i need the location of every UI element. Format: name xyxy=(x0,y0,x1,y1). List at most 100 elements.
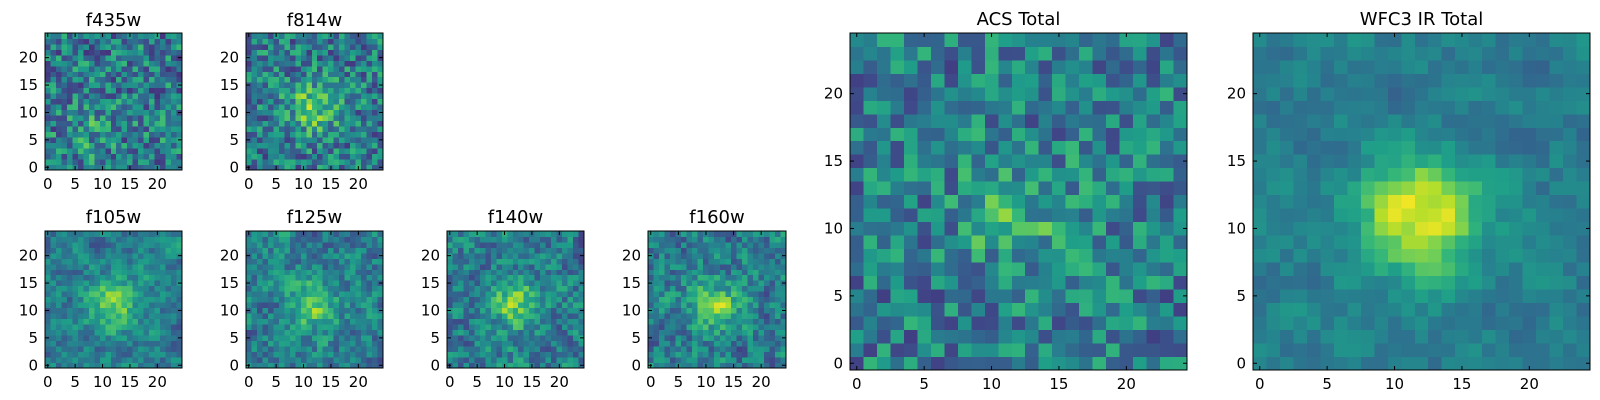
heatmap-cell xyxy=(708,318,715,325)
heatmap-cell xyxy=(88,269,95,276)
heatmap-cell xyxy=(474,285,481,292)
heatmap-cell xyxy=(944,208,959,223)
heatmap-cell xyxy=(523,241,530,248)
heatmap-cell xyxy=(273,115,280,122)
heatmap-cell xyxy=(284,98,291,105)
heatmap-cell xyxy=(1563,181,1577,196)
heatmap-cell xyxy=(295,258,302,265)
heatmap-cell xyxy=(534,335,541,341)
heatmap-cell xyxy=(110,43,117,50)
heatmap-cell xyxy=(457,329,464,336)
heatmap-cell xyxy=(72,43,79,50)
heatmap-cell xyxy=(333,109,340,116)
x-tick-label: 20 xyxy=(550,373,569,391)
heatmap-cell xyxy=(1374,208,1389,223)
heatmap-cell xyxy=(1576,235,1591,250)
heatmap-cell xyxy=(1428,248,1443,263)
heatmap-cell xyxy=(681,269,688,276)
heatmap-cell xyxy=(328,263,335,270)
heatmap-cell xyxy=(1509,262,1523,277)
heatmap-cell xyxy=(45,285,51,292)
heatmap-cell xyxy=(1536,343,1550,357)
heatmap-cell xyxy=(251,351,258,358)
heatmap-cell xyxy=(708,362,715,369)
heatmap-cell xyxy=(1387,181,1402,196)
heatmap-cell xyxy=(930,59,945,74)
heatmap-cell xyxy=(339,33,346,39)
heatmap-cell xyxy=(361,153,367,160)
heatmap-cell xyxy=(110,351,117,358)
y-tick-label: 10 xyxy=(622,301,641,319)
heatmap-cell xyxy=(518,324,525,331)
heatmap-cell xyxy=(154,98,161,105)
heatmap-cell xyxy=(578,285,585,292)
heatmap-cell xyxy=(138,274,145,281)
heatmap-cell xyxy=(1119,302,1134,317)
heatmap-cell xyxy=(1065,289,1080,303)
heatmap-cell xyxy=(160,49,166,56)
heatmap-cell xyxy=(83,120,90,127)
heatmap-cell xyxy=(490,258,497,265)
heatmap-cell xyxy=(262,93,269,100)
heatmap-cell xyxy=(121,54,128,61)
heatmap-cell xyxy=(295,43,302,50)
heatmap-cell xyxy=(1549,181,1564,196)
heatmap-cell xyxy=(50,258,57,265)
heatmap-cell xyxy=(333,313,340,320)
heatmap-cell xyxy=(719,346,726,352)
heatmap-cell xyxy=(127,313,134,320)
heatmap-cell xyxy=(344,313,351,320)
heatmap-cell xyxy=(1549,316,1564,330)
heatmap-cell xyxy=(77,302,84,309)
heatmap-cell xyxy=(769,362,776,369)
heatmap-cell xyxy=(1374,275,1389,290)
heatmap-cell xyxy=(1509,343,1523,357)
heatmap-cell xyxy=(267,33,274,39)
heatmap-cell xyxy=(110,269,117,276)
heatmap-cell xyxy=(1160,329,1174,344)
heatmap-cell xyxy=(1320,343,1335,357)
heatmap-cell xyxy=(350,291,356,298)
heatmap-cell xyxy=(863,100,878,115)
heatmap-cell xyxy=(708,231,715,237)
heatmap-cell xyxy=(708,313,715,320)
heatmap-cell xyxy=(132,346,139,352)
heatmap-cell xyxy=(317,54,324,61)
heatmap-cell xyxy=(160,38,166,45)
heatmap-cell xyxy=(984,208,999,223)
heatmap-cell xyxy=(714,263,721,270)
heatmap-cell xyxy=(719,324,726,331)
heatmap-cell xyxy=(344,76,351,83)
heatmap-cell xyxy=(741,346,748,352)
heatmap-cell xyxy=(246,76,252,83)
heatmap-cell xyxy=(1401,208,1416,223)
heatmap-cell xyxy=(251,87,258,94)
heatmap-cell xyxy=(545,302,552,309)
heatmap-cell xyxy=(256,126,263,133)
heatmap-cell xyxy=(160,159,166,165)
heatmap-cell xyxy=(1279,208,1294,223)
heatmap-cell xyxy=(350,104,356,111)
heatmap-cell xyxy=(127,351,134,358)
heatmap-cell xyxy=(1347,262,1362,277)
heatmap-cell xyxy=(160,280,166,287)
heatmap-cell xyxy=(1360,181,1375,196)
heatmap-cell xyxy=(850,289,864,303)
heatmap-cell xyxy=(1133,59,1147,74)
heatmap-cell xyxy=(1414,221,1429,236)
heatmap-cell xyxy=(501,236,508,243)
heatmap-cell xyxy=(1065,262,1080,277)
heatmap-cell xyxy=(725,231,732,237)
heatmap-cell xyxy=(1441,302,1456,317)
heatmap-cell xyxy=(490,324,497,331)
heatmap-cell xyxy=(171,313,177,320)
heatmap-cell xyxy=(697,346,704,352)
heatmap-cell xyxy=(1052,154,1067,169)
heatmap-cell xyxy=(160,54,166,61)
heatmap-cell xyxy=(88,236,95,243)
heatmap-cell xyxy=(1536,275,1550,290)
heatmap-cell xyxy=(708,291,715,298)
heatmap-cell xyxy=(300,324,307,331)
heatmap-cell xyxy=(556,291,563,298)
heatmap-cell xyxy=(648,329,654,336)
